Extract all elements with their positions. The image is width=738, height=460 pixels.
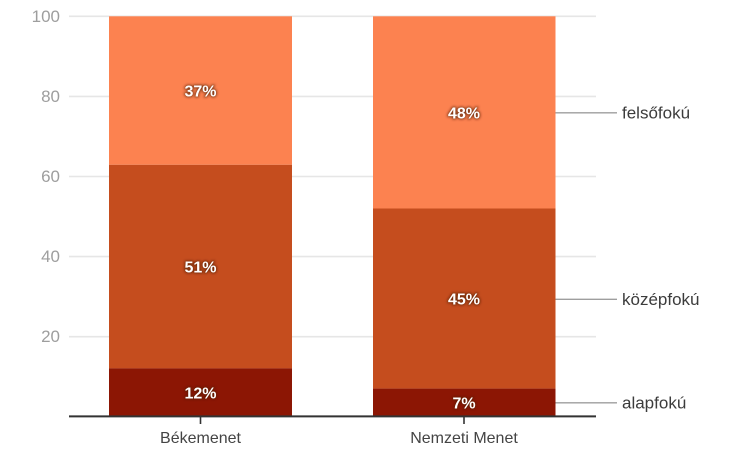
- svg-text:7%: 7%: [452, 395, 475, 412]
- svg-text:80: 80: [41, 87, 60, 106]
- svg-text:12%: 12%: [184, 385, 216, 402]
- svg-text:37%: 37%: [184, 84, 216, 101]
- svg-text:40: 40: [41, 247, 60, 266]
- svg-text:51%: 51%: [184, 260, 216, 277]
- svg-text:Békemenet: Békemenet: [160, 430, 241, 447]
- svg-text:48%: 48%: [448, 105, 480, 122]
- svg-text:12%: 12%: [184, 385, 216, 402]
- svg-text:45%: 45%: [448, 292, 480, 309]
- svg-text:48%: 48%: [448, 105, 480, 122]
- svg-text:Nemzeti Menet: Nemzeti Menet: [410, 430, 518, 447]
- svg-text:37%: 37%: [184, 84, 216, 101]
- svg-text:100: 100: [32, 7, 60, 26]
- svg-text:20: 20: [41, 327, 60, 346]
- svg-text:alapfokú: alapfokú: [622, 394, 686, 413]
- svg-text:felsőfokú: felsőfokú: [622, 104, 690, 123]
- svg-text:60: 60: [41, 167, 60, 186]
- svg-text:középfokú: középfokú: [622, 290, 700, 309]
- svg-text:7%: 7%: [452, 395, 475, 412]
- svg-text:51%: 51%: [184, 260, 216, 277]
- svg-text:45%: 45%: [448, 292, 480, 309]
